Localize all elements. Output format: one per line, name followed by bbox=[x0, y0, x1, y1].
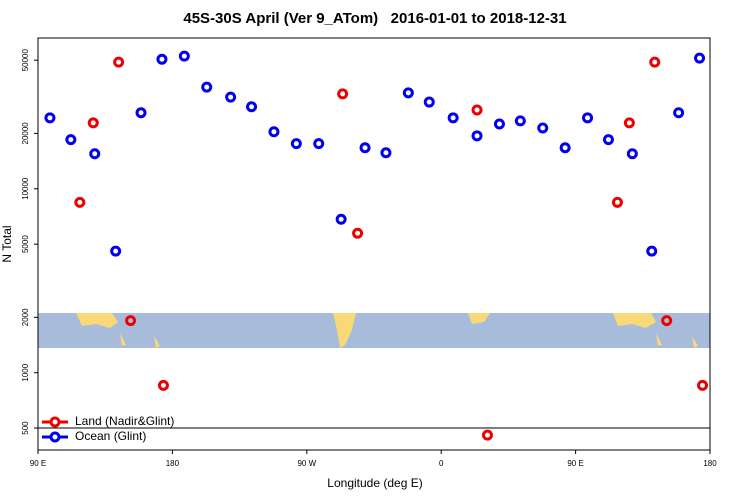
data-point bbox=[125, 315, 137, 327]
data-point bbox=[471, 104, 483, 116]
data-point bbox=[582, 112, 594, 124]
legend-marker bbox=[49, 416, 61, 428]
map-strip bbox=[38, 313, 710, 348]
data-point bbox=[559, 142, 571, 154]
data-point bbox=[337, 88, 349, 100]
data-point bbox=[697, 379, 709, 391]
data-point bbox=[626, 148, 638, 160]
data-point bbox=[493, 118, 505, 130]
data-point bbox=[402, 87, 414, 99]
y-axis-label: N Total bbox=[0, 225, 14, 262]
data-point bbox=[471, 130, 483, 142]
data-point bbox=[602, 134, 614, 146]
data-point bbox=[74, 196, 86, 208]
data-point bbox=[359, 142, 371, 154]
x-tick-label: 90 E bbox=[30, 459, 46, 468]
data-point bbox=[611, 196, 623, 208]
data-point bbox=[268, 126, 280, 138]
y-tick-label: 10000 bbox=[21, 177, 30, 200]
y-tick-label: 500 bbox=[21, 421, 30, 435]
data-point bbox=[623, 117, 635, 129]
data-point bbox=[113, 56, 125, 68]
data-point bbox=[135, 107, 147, 119]
x-tick-label: 0 bbox=[439, 459, 444, 468]
data-point bbox=[481, 429, 493, 441]
data-point bbox=[313, 138, 325, 150]
data-point bbox=[380, 147, 392, 159]
data-point bbox=[225, 91, 237, 103]
y-tick-label: 50000 bbox=[21, 49, 30, 72]
x-tick-label: 90 E bbox=[567, 459, 583, 468]
data-point bbox=[290, 138, 302, 150]
x-tick-label: 180 bbox=[703, 459, 717, 468]
data-point bbox=[201, 81, 213, 93]
data-point bbox=[89, 148, 101, 160]
data-point bbox=[673, 107, 685, 119]
x-axis-label: Longitude (deg E) bbox=[327, 476, 422, 490]
data-point bbox=[87, 117, 99, 129]
data-point bbox=[694, 52, 706, 64]
chart-title: 45S-30S April (Ver 9_ATom) 2016-01-01 to… bbox=[183, 10, 566, 27]
data-point bbox=[447, 112, 459, 124]
data-point bbox=[157, 379, 169, 391]
data-point bbox=[649, 56, 661, 68]
y-tick-label: 2000 bbox=[21, 308, 30, 326]
data-point bbox=[335, 213, 347, 225]
legend-marker bbox=[49, 431, 61, 443]
data-point bbox=[44, 112, 56, 124]
data-point bbox=[65, 134, 77, 146]
data-point bbox=[156, 53, 168, 65]
data-point bbox=[352, 227, 364, 239]
data-point bbox=[110, 245, 122, 257]
map-land bbox=[76, 313, 698, 348]
data-point bbox=[537, 122, 549, 134]
data-point bbox=[246, 101, 258, 113]
legend-label: Ocean (Glint) bbox=[75, 429, 146, 443]
x-tick-label: 90 W bbox=[297, 459, 316, 468]
y-tick-label: 20000 bbox=[21, 122, 30, 145]
y-tick-label: 5000 bbox=[21, 235, 30, 253]
data-point bbox=[661, 315, 673, 327]
x-tick-label: 180 bbox=[166, 459, 180, 468]
data-point bbox=[178, 50, 190, 62]
y-tick-label: 1000 bbox=[21, 363, 30, 381]
data-point bbox=[423, 96, 435, 108]
data-point bbox=[646, 245, 658, 257]
plot-frame bbox=[37, 37, 711, 451]
data-point bbox=[514, 115, 526, 127]
legend-label: Land (Nadir&Glint) bbox=[75, 414, 174, 428]
